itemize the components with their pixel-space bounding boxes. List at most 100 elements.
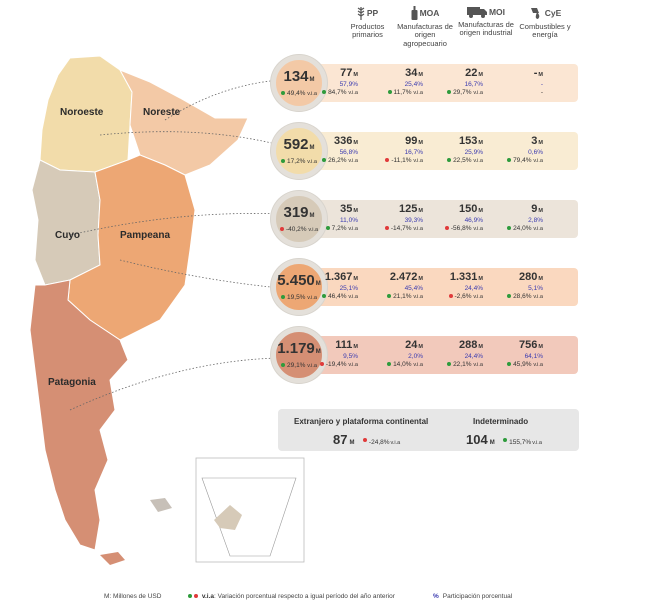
cell-via: 84,7% (328, 89, 347, 96)
trend-up-dot (507, 226, 512, 231)
cell-pct: 2,0% (408, 353, 423, 360)
region-total: 1.179 (277, 340, 315, 357)
region-cell-pp: 35M 11,0% 7,2% v.i.a (298, 203, 358, 233)
region-cell-moi: 153M 25,9% 22,5% v.i.a (423, 135, 483, 165)
footer-left-value: 87 M -24,8%v.i.a (333, 432, 401, 447)
legend-units: M: Millones de USD (104, 593, 162, 600)
cell-via: -19,4% (325, 361, 347, 368)
cell-value: 9 (531, 203, 538, 215)
cell-pct: 57,9% (339, 81, 358, 88)
legend-via: v.i.a: Variación porcentual respecto a i… (188, 593, 395, 600)
cell-value: 288 (459, 339, 478, 351)
region-total-via: -40,2% (285, 226, 307, 233)
region-cell-moi: 150M 46,9% -56,8% v.i.a (423, 203, 483, 233)
map-region-pampeana (67, 154, 196, 341)
trend-up-dot (322, 294, 327, 299)
region-total: 134 (283, 68, 309, 85)
cell-via: -2,6% (454, 293, 472, 300)
region-cell-moa: 34M 25,4% 11,7% v.i.a (363, 67, 423, 97)
footer-box: Extranjero y plataforma continental 87 M … (278, 409, 579, 451)
cell-pct: 25,1% (339, 285, 358, 292)
cell-via: 79,4% (513, 157, 532, 164)
trend-up-dot (503, 437, 508, 442)
trend-down-dot (279, 227, 284, 232)
region-cell-moa: 2.472M 45,4% 21,1% v.i.a (363, 271, 423, 301)
cell-pct: 39,3% (404, 217, 423, 224)
cell-via: -14,7% (390, 225, 412, 232)
region-total-via: 19,5% (287, 294, 306, 301)
cell-value: 1.367 (324, 271, 353, 283)
cell-value: 125 (399, 203, 418, 215)
region-cell-cye: 3M 0,6% 79,4% v.i.a (483, 135, 543, 165)
map-region-noreste (118, 69, 249, 176)
header-pp: PP Productos primarios (340, 6, 395, 40)
cell-pct: 24,4% (464, 353, 483, 360)
cell-pct: 64,1% (524, 353, 543, 360)
trend-down-dot (384, 226, 389, 231)
cell-pct: 5,1% (528, 285, 543, 292)
trend-down-dot (362, 437, 367, 442)
cell-pct: 45,4% (404, 285, 423, 292)
cell-pct: 9,5% (343, 353, 358, 360)
cell-via: 21,1% (393, 293, 412, 300)
trend-down-dot (448, 294, 453, 299)
trend-up-dot (447, 90, 452, 95)
region-cell-pp: 111M 9,5% -19,4% v.i.a (298, 339, 358, 369)
map-label-noreste: Noreste (143, 107, 181, 118)
trend-up-dot (387, 362, 392, 367)
cell-via: 22,5% (453, 157, 472, 164)
region-cell-cye: 756M 64,1% 45,9% v.i.a (483, 339, 543, 369)
cell-pct: - (540, 81, 543, 88)
trend-up-dot (281, 91, 286, 96)
trend-up-dot (507, 294, 512, 299)
cell-value: 24 (405, 339, 418, 351)
footer-right-title: Indeterminado (473, 417, 529, 426)
trend-down-dot (385, 158, 390, 163)
cell-via: 26,2% (328, 157, 347, 164)
trend-up-dot (387, 90, 392, 95)
trend-up-dot (281, 159, 286, 164)
cell-value: - (533, 67, 538, 79)
footer-left-title: Extranjero y plataforma continental (294, 417, 429, 426)
region-cell-moa: 99M 16,7% -11,1% v.i.a (363, 135, 423, 165)
wheat-icon (357, 6, 365, 23)
trend-up-dot (322, 158, 327, 163)
cell-via: 22,1% (453, 361, 472, 368)
region-total-via: 17,2% (287, 158, 306, 165)
cell-pct: 2,8% (528, 217, 543, 224)
trend-up-dot (507, 158, 512, 163)
cell-pct: 25,4% (404, 81, 423, 88)
map-label-noroeste: Noroeste (60, 107, 104, 118)
header-cye: CyE Combustibles y energía (515, 6, 575, 40)
cell-value: 153 (459, 135, 478, 147)
cell-via: 45,9% (513, 361, 532, 368)
cell-pct: 25,9% (464, 149, 483, 156)
cell-via: 7,2% (331, 225, 347, 232)
cell-via: -11,1% (391, 157, 412, 164)
region-row (280, 268, 578, 306)
fuel-drop-icon (529, 6, 543, 23)
region-total: 5.450 (277, 272, 315, 289)
cell-pct: 46,9% (464, 217, 483, 224)
trend-up-dot (322, 90, 327, 95)
cell-via: 11,7% (393, 89, 412, 96)
legend-pct: % Participación porcentual (433, 593, 513, 600)
region-row (280, 132, 578, 170)
region-total-circle: 319M -40,2% v.i.a (271, 191, 327, 247)
trend-up-dot (507, 362, 512, 367)
trend-down-dot (444, 226, 449, 231)
region-total-via: 29,1% (287, 362, 306, 369)
cell-pct: 16,7% (464, 81, 483, 88)
region-total-via: 49,4% (287, 90, 306, 97)
cell-via: 24,0% (513, 225, 532, 232)
region-cell-cye: -M - - (483, 67, 543, 97)
map-label-patagonia: Patagonia (48, 377, 96, 388)
cell-via: 28,6% (513, 293, 532, 300)
cell-pct: 11,0% (340, 217, 358, 224)
cell-via: 14,0% (393, 361, 412, 368)
cell-value: 35 (340, 203, 353, 215)
region-total: 592 (283, 136, 309, 153)
trend-up-dot (387, 294, 392, 299)
cell-pct: 0,6% (528, 149, 543, 156)
